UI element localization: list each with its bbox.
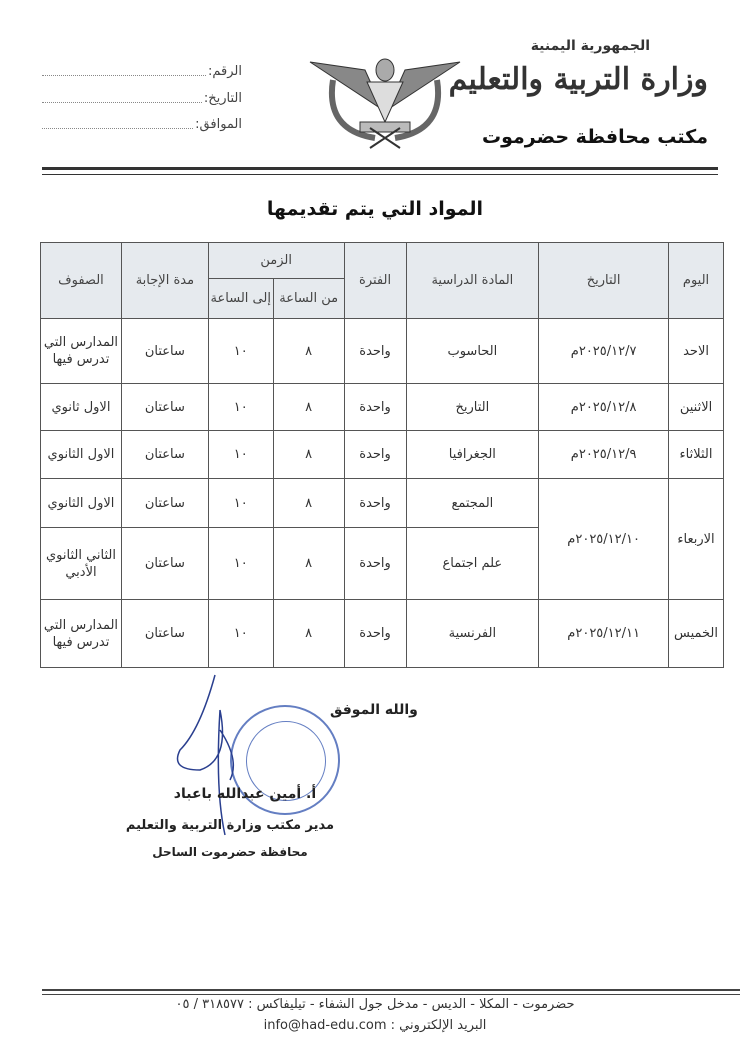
number-label: الرقم: xyxy=(208,64,242,79)
cell-to: ١٠ xyxy=(207,318,274,384)
cell-subject: التاريخ xyxy=(405,383,540,431)
header-day: اليوم xyxy=(668,242,724,319)
cell-day: الاحد xyxy=(668,318,724,384)
table-row: الاربعاء ٢٠٢٥/١٢/١٠م المجتمع واحدة ٨ ١٠ … xyxy=(40,478,724,600)
header-time: الزمن xyxy=(207,242,345,279)
closing-text: والله الموفق xyxy=(330,702,418,718)
cell-subject: الفرنسية xyxy=(405,599,540,668)
cell-period: واحدة xyxy=(343,383,407,431)
office-name: مكتب محافظة حضرموت xyxy=(482,126,708,148)
header-date: التاريخ xyxy=(538,242,670,319)
table-row: الاثنين ٢٠٢٥/١٢/٨م التاريخ واحدة ٨ ١٠ سا… xyxy=(40,383,724,431)
cell-grades: المدارس التي تدرس فيها xyxy=(40,318,122,384)
footer-divider-thin xyxy=(42,994,740,995)
ministry-name: وزارة التربية والتعليم xyxy=(448,62,709,97)
footer-email: البريد الإلكتروني : info@had-edu.com xyxy=(263,1018,487,1033)
cell-from: ٨ xyxy=(272,599,345,668)
cell-duration: ساعتان xyxy=(120,383,209,431)
header-subject: المادة الدراسية xyxy=(405,242,540,319)
header-grades: الصفوف xyxy=(40,242,122,319)
header-duration: مدة الإجابة xyxy=(120,242,209,319)
cell-from: ٨ xyxy=(272,318,345,384)
cell-period: واحدة xyxy=(343,318,407,384)
official-stamp-icon xyxy=(230,705,340,815)
cell-period: واحدة xyxy=(343,527,407,600)
cell-grades: الثاني الثانوي الأدبي xyxy=(40,527,122,600)
corresponding-field: الموافق: xyxy=(42,117,242,132)
signatory-name: أ. أمين عبدالله باعباد xyxy=(173,786,317,802)
cell-to: ١٠ xyxy=(207,599,274,668)
cell-grades: المدارس التي تدرس فيها xyxy=(40,599,122,668)
signatory-role: مدير مكتب وزارة التربية والتعليم xyxy=(125,818,335,833)
table-row: الاحد ٢٠٢٥/١٢/٧م الحاسوب واحدة ٨ ١٠ ساعت… xyxy=(40,318,724,384)
cell-to: ١٠ xyxy=(207,527,274,600)
handwritten-signature-icon xyxy=(176,674,235,836)
cell-date: ٢٠٢٥/١٢/١٠م xyxy=(538,478,670,600)
header-from: من الساعة xyxy=(272,278,345,319)
cell-day: الاربعاء xyxy=(668,478,724,600)
footer-divider xyxy=(42,989,740,991)
cell-duration: ساعتان xyxy=(120,599,209,668)
cell-grades: الاول الثانوي xyxy=(40,430,122,479)
signatory-location: محافظة حضرموت الساحل xyxy=(152,845,308,859)
corresponding-label: الموافق: xyxy=(195,117,242,132)
header-divider xyxy=(42,167,718,170)
yemen-emblem-icon xyxy=(309,58,461,149)
header-divider-thin xyxy=(42,174,718,175)
header-period: الفترة xyxy=(343,242,407,319)
cell-grades: الاول ثانوي xyxy=(40,383,122,431)
cell-period: واحدة xyxy=(343,478,407,528)
cell-subject: الجغرافيا xyxy=(405,430,540,479)
cell-from: ٨ xyxy=(272,478,345,528)
cell-period: واحدة xyxy=(343,430,407,479)
cell-date: ٢٠٢٥/١٢/١١م xyxy=(538,599,670,668)
cell-day: الثلاثاء xyxy=(668,430,724,479)
cell-grades: الاول الثانوي xyxy=(40,478,122,528)
cell-subject: علم اجتماع xyxy=(405,527,540,600)
cell-from: ٨ xyxy=(272,527,345,600)
cell-duration: ساعتان xyxy=(120,527,209,600)
document-title: المواد التي يتم تقديمها xyxy=(266,198,484,220)
cell-subject: الحاسوب xyxy=(405,318,540,384)
cell-date: ٢٠٢٥/١٢/٩م xyxy=(538,430,670,479)
cell-duration: ساعتان xyxy=(120,478,209,528)
cell-duration: ساعتان xyxy=(120,318,209,384)
cell-day: الخميس xyxy=(668,599,724,668)
republic-name: الجمهورية اليمنية xyxy=(530,38,650,54)
date-field: التاريخ: xyxy=(42,91,242,106)
header-to: إلى الساعة xyxy=(207,278,274,319)
cell-period: واحدة xyxy=(343,599,407,668)
cell-subject: المجتمع xyxy=(405,478,540,528)
exam-schedule-table: اليوم التاريخ المادة الدراسية الفترة الز… xyxy=(40,242,724,668)
cell-duration: ساعتان xyxy=(120,430,209,479)
cell-from: ٨ xyxy=(272,383,345,431)
number-field: الرقم: xyxy=(42,64,242,79)
cell-to: ١٠ xyxy=(207,383,274,431)
cell-date: ٢٠٢٥/١٢/٧م xyxy=(538,318,670,384)
table-row: الخميس ٢٠٢٥/١٢/١١م الفرنسية واحدة ٨ ١٠ س… xyxy=(40,599,724,668)
cell-to: ١٠ xyxy=(207,430,274,479)
date-label: التاريخ: xyxy=(203,91,242,106)
footer-address: حضرموت - المكلا - الديس - مدخل جول الشفا… xyxy=(175,997,575,1012)
cell-date: ٢٠٢٥/١٢/٨م xyxy=(538,383,670,431)
table-row: الثلاثاء ٢٠٢٥/١٢/٩م الجغرافيا واحدة ٨ ١٠… xyxy=(40,430,724,479)
cell-from: ٨ xyxy=(272,430,345,479)
table-row: علم اجتماع واحدة ٨ ١٠ ساعتان الثاني الثا… xyxy=(40,527,724,600)
cell-to: ١٠ xyxy=(207,478,274,528)
cell-day: الاثنين xyxy=(668,383,724,431)
